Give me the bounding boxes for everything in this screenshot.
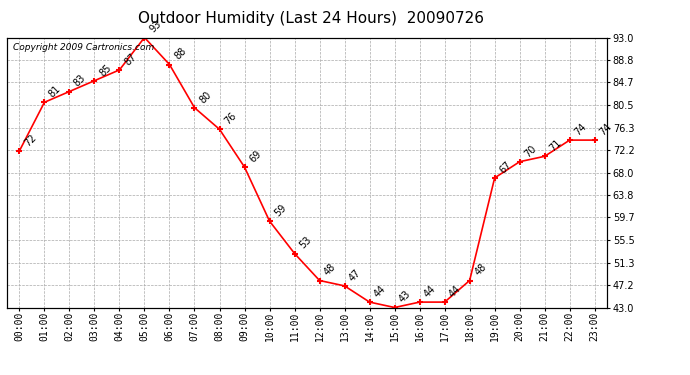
Text: 48: 48 [473, 262, 488, 278]
Text: 70: 70 [522, 143, 538, 159]
Text: 72: 72 [22, 132, 38, 148]
Text: 74: 74 [598, 122, 613, 137]
Text: 47: 47 [347, 267, 363, 283]
Text: 85: 85 [97, 62, 113, 78]
Text: 44: 44 [373, 284, 388, 299]
Text: 67: 67 [497, 159, 513, 175]
Text: 87: 87 [122, 51, 138, 67]
Text: Copyright 2009 Cartronics.com: Copyright 2009 Cartronics.com [13, 43, 154, 52]
Text: 44: 44 [447, 284, 463, 299]
Text: 53: 53 [297, 235, 313, 251]
Text: 69: 69 [247, 148, 263, 164]
Text: 44: 44 [422, 284, 438, 299]
Text: 88: 88 [172, 46, 188, 62]
Text: 93: 93 [147, 19, 163, 35]
Text: 80: 80 [197, 89, 213, 105]
Text: 74: 74 [573, 122, 589, 137]
Text: 83: 83 [72, 73, 88, 89]
Text: 59: 59 [273, 202, 288, 218]
Text: 48: 48 [322, 262, 338, 278]
Text: 43: 43 [397, 289, 413, 305]
Text: 76: 76 [222, 111, 238, 126]
Text: 71: 71 [547, 138, 563, 153]
Text: 81: 81 [47, 84, 63, 99]
Text: Outdoor Humidity (Last 24 Hours)  20090726: Outdoor Humidity (Last 24 Hours) 2009072… [137, 11, 484, 26]
